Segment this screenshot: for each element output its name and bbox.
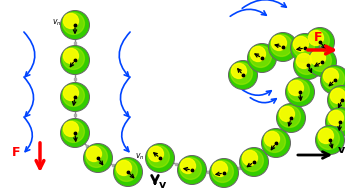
Circle shape	[308, 30, 329, 51]
Circle shape	[268, 33, 297, 61]
Circle shape	[146, 143, 175, 173]
Circle shape	[148, 146, 164, 161]
Circle shape	[279, 106, 300, 127]
Circle shape	[60, 46, 89, 74]
Circle shape	[288, 80, 309, 101]
Circle shape	[276, 104, 306, 132]
Circle shape	[272, 35, 286, 50]
Circle shape	[307, 47, 336, 77]
Text: $\mathbf{F}$: $\mathbf{F}$	[313, 31, 323, 44]
Text: $v_n$: $v_n$	[52, 18, 61, 29]
Circle shape	[213, 161, 227, 177]
Circle shape	[243, 150, 257, 166]
Circle shape	[177, 156, 207, 184]
Circle shape	[331, 88, 345, 104]
Circle shape	[264, 131, 279, 146]
Circle shape	[310, 50, 325, 65]
Circle shape	[242, 150, 264, 171]
Text: $v_n$: $v_n$	[136, 152, 145, 163]
Circle shape	[318, 128, 334, 143]
Text: $\mathbf{v}$: $\mathbf{v}$	[158, 180, 167, 189]
Circle shape	[114, 157, 142, 187]
Text: $\mathbf{F}$: $\mathbf{F}$	[11, 146, 20, 159]
Text: $\mathbf{v}$: $\mathbf{v}$	[337, 145, 345, 155]
Circle shape	[306, 28, 335, 57]
Circle shape	[180, 158, 196, 174]
Circle shape	[328, 110, 345, 131]
Circle shape	[86, 146, 107, 167]
Circle shape	[228, 60, 257, 90]
Circle shape	[63, 13, 78, 29]
Circle shape	[63, 85, 78, 101]
Circle shape	[60, 119, 89, 147]
Circle shape	[63, 85, 85, 106]
Circle shape	[296, 53, 312, 68]
Circle shape	[315, 125, 345, 154]
Circle shape	[250, 46, 266, 61]
Circle shape	[323, 68, 338, 84]
Circle shape	[63, 13, 85, 34]
Circle shape	[293, 36, 308, 51]
Circle shape	[262, 129, 290, 157]
Circle shape	[323, 68, 344, 89]
Circle shape	[231, 63, 246, 78]
Circle shape	[271, 35, 293, 57]
Circle shape	[209, 159, 238, 187]
Circle shape	[328, 110, 344, 125]
Circle shape	[327, 85, 345, 115]
Circle shape	[264, 131, 285, 152]
Circle shape	[250, 46, 272, 67]
Circle shape	[63, 121, 85, 143]
Circle shape	[247, 43, 276, 73]
Circle shape	[63, 48, 85, 69]
Circle shape	[286, 77, 315, 106]
Circle shape	[293, 36, 314, 57]
Circle shape	[63, 48, 78, 64]
Circle shape	[60, 83, 89, 112]
Circle shape	[180, 158, 201, 179]
Circle shape	[148, 146, 169, 167]
Circle shape	[63, 121, 78, 136]
Circle shape	[288, 80, 304, 95]
Circle shape	[239, 147, 268, 177]
Circle shape	[116, 160, 137, 181]
Circle shape	[212, 161, 234, 182]
Circle shape	[296, 53, 317, 74]
Circle shape	[318, 128, 339, 149]
Circle shape	[308, 30, 324, 46]
Circle shape	[116, 160, 131, 175]
Circle shape	[321, 66, 345, 94]
Circle shape	[294, 50, 323, 80]
Circle shape	[60, 11, 89, 40]
Circle shape	[231, 63, 253, 84]
Circle shape	[83, 143, 112, 173]
Circle shape	[290, 33, 319, 63]
Circle shape	[330, 88, 345, 109]
Circle shape	[86, 146, 101, 161]
Circle shape	[325, 108, 345, 136]
Circle shape	[310, 50, 332, 71]
Circle shape	[279, 106, 295, 122]
